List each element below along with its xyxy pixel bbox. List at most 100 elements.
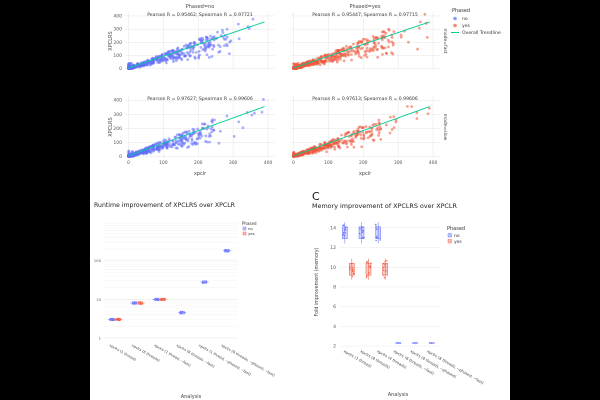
scatter-point xyxy=(364,125,368,128)
scatter-point xyxy=(203,122,207,126)
scatter-facet: 0 100 200 300 400 Pearson R = 0.95462; Spearm… xyxy=(113,12,275,72)
scatter-point xyxy=(194,51,198,54)
y-tick-label: 200 xyxy=(113,40,122,46)
figure-svg: Phased=no Phased=yesmode=fastmode=slow010… xyxy=(94,4,501,400)
box-mark xyxy=(114,317,123,322)
scatter-point xyxy=(370,129,373,133)
legend-marker xyxy=(242,226,247,231)
box-point xyxy=(358,232,361,235)
legend-label: yes xyxy=(454,240,462,245)
legend-marker xyxy=(453,23,457,28)
scatter-point xyxy=(211,47,214,51)
scatter-point xyxy=(318,63,322,67)
box-point xyxy=(370,262,372,265)
box-point xyxy=(119,317,121,320)
scatter-point xyxy=(376,36,380,40)
box-point xyxy=(369,265,371,267)
scatter-point xyxy=(127,149,131,153)
scatter-point xyxy=(191,143,195,146)
scatter-point xyxy=(384,123,388,127)
scatter-point xyxy=(323,59,327,63)
y-axis-label: Fold improvement (memory) xyxy=(314,247,320,316)
box-point xyxy=(382,262,385,265)
scatter-point xyxy=(350,58,353,62)
scatter-point xyxy=(336,58,340,62)
scatter-point xyxy=(377,131,381,135)
x-tick-label: 0 xyxy=(127,160,130,166)
scatter-point xyxy=(362,137,365,141)
scatter-point xyxy=(229,39,233,43)
scatter-point xyxy=(415,117,419,120)
facet-col-title: Phased=no xyxy=(186,4,215,10)
scatter-point xyxy=(225,27,229,31)
y-tick-label: 0 xyxy=(119,66,122,72)
scatter-point xyxy=(177,133,181,136)
scatter-point xyxy=(380,35,384,38)
scatter-point xyxy=(181,131,185,135)
scatter-point xyxy=(212,45,216,48)
x-tick-label: xpclrs (1 thread, --fast) xyxy=(153,343,191,368)
scatter-point xyxy=(392,126,396,130)
scatter-point xyxy=(365,55,369,59)
scatter-point xyxy=(312,145,316,148)
box-point xyxy=(224,250,226,252)
scatter-point xyxy=(359,133,363,137)
scatter-point xyxy=(362,134,366,138)
scatter-facet: 0 100 200 300 400 Pearson R = 0.97613; Spearm… xyxy=(290,96,440,166)
box-point xyxy=(376,235,378,237)
scatter-point xyxy=(186,139,190,143)
scatter-point xyxy=(192,40,196,44)
scatter-point xyxy=(164,143,168,146)
scatter-point xyxy=(399,35,403,39)
scatter-point xyxy=(182,44,186,48)
box-mark xyxy=(158,297,167,302)
box-point xyxy=(180,311,182,313)
box-mark xyxy=(342,222,348,244)
scatter-point xyxy=(385,52,388,55)
scatter-point xyxy=(193,55,197,59)
box-point xyxy=(111,319,114,321)
scatter-point xyxy=(232,134,236,138)
scatter-point xyxy=(370,48,374,52)
facet-row-title: mode=fast xyxy=(442,29,448,54)
box-mark xyxy=(395,342,402,344)
box-mark xyxy=(365,258,372,280)
scatter-point xyxy=(174,135,178,139)
scatter-point xyxy=(407,40,410,44)
scatter-point xyxy=(225,35,229,39)
box-point xyxy=(366,275,368,277)
scatter-point xyxy=(415,111,419,114)
scatter-point xyxy=(210,55,214,58)
scatter-point xyxy=(139,148,143,152)
scatter-point xyxy=(298,65,302,69)
scatter-point xyxy=(333,145,337,149)
scatter-point xyxy=(352,140,355,143)
scatter-point xyxy=(162,145,166,149)
scatter-point xyxy=(340,133,343,137)
y-tick-label: 300 xyxy=(113,112,122,118)
y-tick-label: 100 xyxy=(113,140,122,146)
scatter-point xyxy=(361,37,365,41)
box-point xyxy=(349,266,351,268)
scatter-point xyxy=(314,151,318,155)
scatter-point xyxy=(212,128,215,132)
correlation-annotation: Pearson R = 0.97627; Spearman R = 0.9960… xyxy=(147,96,253,102)
scatter-point xyxy=(200,39,204,42)
scatter-point xyxy=(346,53,350,56)
scatter-point xyxy=(205,127,209,131)
scatter-point xyxy=(360,145,364,149)
scatter-point xyxy=(132,66,136,70)
scatter-point xyxy=(364,52,368,56)
scatter-point xyxy=(147,148,151,152)
box-point xyxy=(228,249,230,251)
box-point xyxy=(183,312,185,314)
box-point xyxy=(134,303,136,305)
scatter-point xyxy=(381,46,384,50)
box-point xyxy=(344,231,346,234)
scatter-point xyxy=(381,52,384,56)
scatter-point xyxy=(292,62,296,66)
scatter-point xyxy=(207,56,211,59)
scatter-point xyxy=(186,146,189,149)
box-point xyxy=(375,224,377,226)
